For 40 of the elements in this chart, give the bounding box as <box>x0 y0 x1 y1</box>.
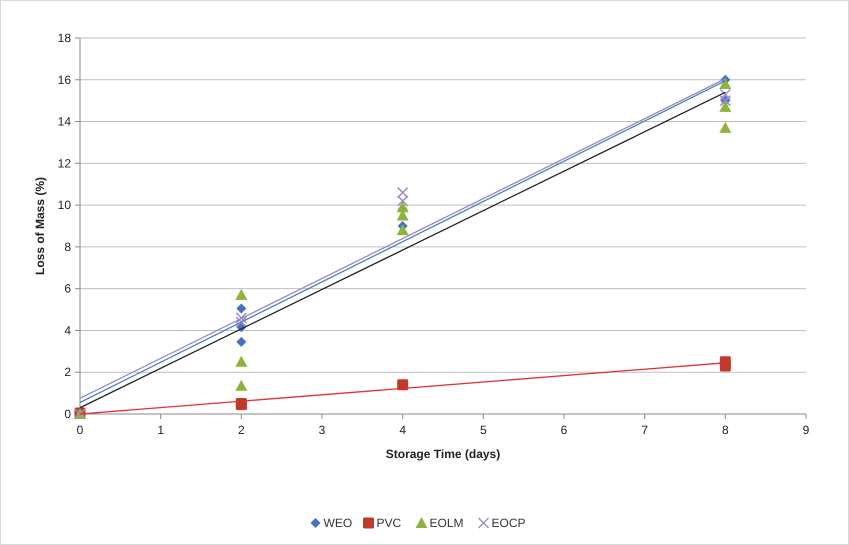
point <box>236 336 246 347</box>
y-axis-title: Loss of Mass (%) <box>33 176 47 276</box>
x-tick-label: 2 <box>238 423 245 437</box>
y-tick-label: 6 <box>64 282 72 296</box>
point <box>719 100 732 112</box>
point <box>719 122 732 133</box>
x-tick-label: 1 <box>157 423 164 437</box>
legend-label: EOLM <box>430 516 464 530</box>
point <box>236 316 248 328</box>
y-tick-label: 10 <box>58 198 72 212</box>
x-tick-label: 9 <box>802 423 810 437</box>
x-axis-title: Storage Time (days) <box>386 447 500 461</box>
point <box>235 288 248 300</box>
x-tick-label: 5 <box>480 423 487 437</box>
point <box>396 224 409 236</box>
legend-label: PVC <box>376 516 402 530</box>
x-tick-label: 3 <box>318 423 326 437</box>
legend-label: WEO <box>324 516 352 530</box>
x-tick-label: 6 <box>560 423 568 437</box>
point <box>235 380 248 391</box>
point <box>720 88 732 100</box>
y-tick-label: 4 <box>64 323 72 338</box>
point <box>236 304 246 314</box>
y-tick-label: 18 <box>58 31 72 45</box>
legend-label: EOCP <box>492 516 526 530</box>
point <box>719 78 732 89</box>
y-tick-label: 8 <box>64 240 72 254</box>
x-tick-label: 7 <box>641 423 648 437</box>
y-tick-label: 2 <box>64 365 72 380</box>
y-tick-label: 0 <box>64 407 72 421</box>
point <box>720 360 731 372</box>
x-tick-label: 8 <box>722 423 729 437</box>
y-tick-label: 12 <box>58 156 72 170</box>
y-tick-label: 14 <box>58 114 72 129</box>
point <box>396 201 409 212</box>
y-tick-label: 16 <box>58 72 72 87</box>
x-tick-label: 4 <box>399 423 406 437</box>
point <box>235 356 248 367</box>
point <box>236 312 248 324</box>
x-tick-label: 0 <box>76 423 84 437</box>
